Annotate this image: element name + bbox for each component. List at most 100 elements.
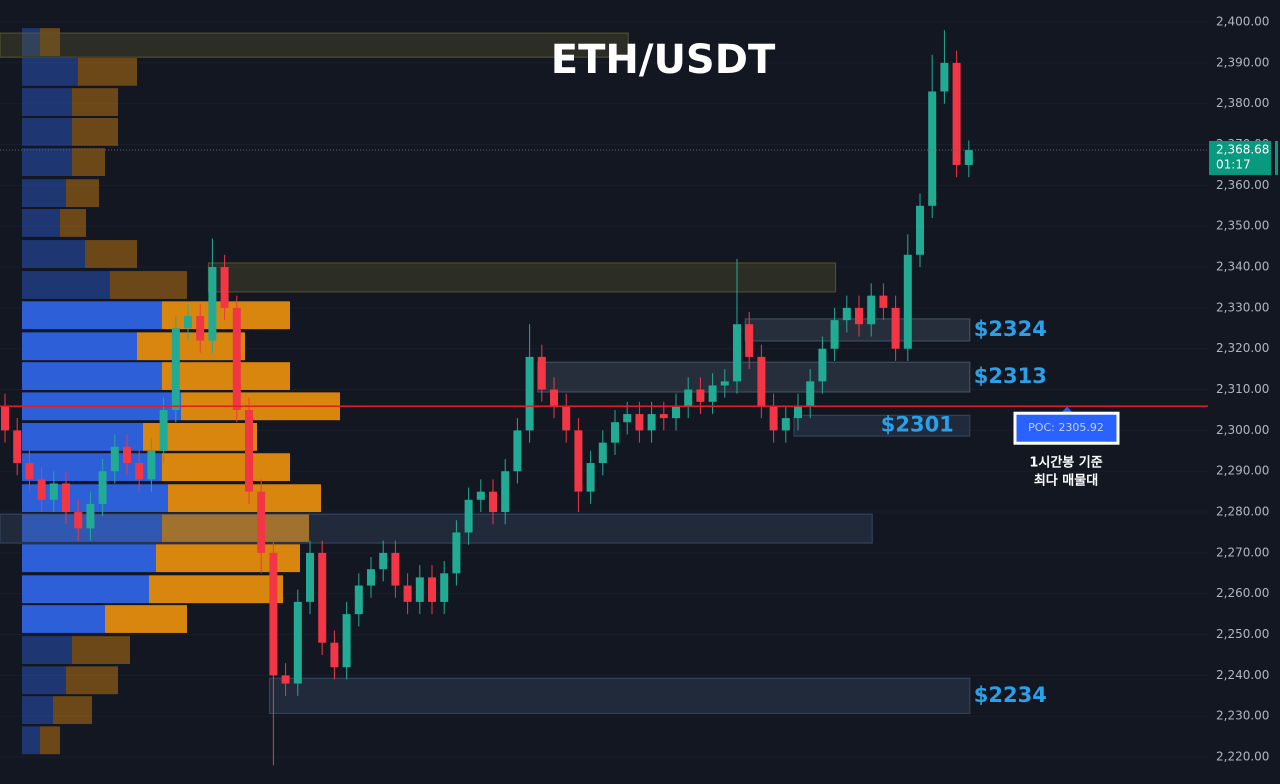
candle-body: [330, 642, 339, 668]
candle-body: [855, 307, 863, 325]
profile-buy-bar: [22, 544, 156, 573]
profile-sell-bar: [66, 179, 99, 208]
profile-sell-bar: [105, 605, 187, 633]
candle-body: [123, 446, 131, 464]
candle-body: [281, 675, 290, 684]
profile-sell-bar: [66, 666, 118, 695]
poc-note: 1시간봉 기준: [1029, 455, 1102, 471]
zone-label: $2324: [974, 317, 1047, 341]
candle-body: [306, 552, 314, 602]
y-tick-label: 2,260.00: [1216, 586, 1269, 600]
profile-sell-bar: [72, 117, 118, 146]
y-tick-label: 2,300.00: [1216, 423, 1269, 437]
candle-body: [842, 307, 851, 321]
poc-box: [1013, 411, 1120, 445]
candle-body: [318, 552, 327, 643]
candle-body: [696, 389, 705, 402]
profile-sell-bar: [156, 544, 300, 573]
candle-body: [781, 418, 790, 431]
candle-body: [537, 356, 546, 390]
poc-note: 최다 매물대: [1034, 473, 1098, 489]
candle-body: [391, 552, 400, 586]
y-tick-label: 2,390.00: [1216, 55, 1269, 69]
candle-body: [928, 91, 937, 206]
zone: [207, 262, 837, 293]
profile-buy-bar: [22, 362, 162, 390]
profile-sell-bar: [168, 484, 321, 513]
candle-body: [379, 552, 388, 570]
last-price-edge: [1275, 140, 1278, 175]
candle-body: [367, 569, 375, 586]
candle-body: [745, 324, 754, 357]
profile-buy-bar: [22, 88, 72, 116]
candle-body: [232, 307, 241, 410]
profile-sell-bar: [78, 57, 137, 86]
y-tick-label: 2,360.00: [1216, 178, 1269, 192]
candle-body: [562, 405, 571, 431]
candle-body: [818, 348, 827, 382]
last-price-tag: [1209, 140, 1271, 175]
y-tick-label: 2,310.00: [1216, 382, 1269, 396]
candle-body: [867, 295, 876, 325]
zone-label: $2301: [881, 413, 954, 437]
candle-body: [684, 389, 693, 406]
zone: [268, 677, 971, 714]
profile-sell-bar: [149, 575, 283, 604]
profile-buy-bar: [22, 696, 53, 724]
candle-body: [623, 414, 632, 423]
poc-pointer: [1061, 406, 1073, 414]
candle-body: [62, 483, 70, 513]
profile-sell-bar: [137, 332, 245, 361]
profile-sell-bar: [110, 271, 187, 299]
candle-body: [354, 585, 363, 615]
y-tick-label: 2,220.00: [1216, 750, 1269, 764]
overlay: $2324 $2313 $2301 $2234 POC: 2305.92 1시간봉 기준최…: [0, 149, 1208, 707]
candle-body: [428, 577, 436, 602]
profile-buy-bar: [22, 332, 137, 361]
profile-buy-bar: [22, 726, 40, 755]
profile-sell-bar: [72, 636, 130, 664]
candle-body: [964, 149, 973, 165]
price-axis: 2,220.00 2,230.00 2,240.00 2,250.00 2,260.00…: [1208, 0, 1280, 784]
candle-body: [342, 614, 351, 668]
candle-body: [37, 479, 46, 500]
zone: [0, 32, 629, 58]
candle-body: [464, 499, 473, 533]
candle-body: [574, 430, 583, 492]
profile-buy-bar: [22, 484, 168, 513]
profile-buy-bar: [22, 28, 40, 56]
candle-body: [86, 503, 95, 529]
profile-buy-bar: [22, 666, 66, 695]
countdown: 01:17: [1216, 157, 1251, 171]
y-tick-label: 2,350.00: [1216, 219, 1269, 233]
profile-buy-bar: [22, 423, 143, 451]
candle-body: [891, 307, 900, 349]
zones: [0, 32, 971, 714]
candle-body: [647, 414, 656, 431]
candle-body: [184, 316, 192, 329]
candle-body: [245, 409, 253, 492]
zone: [793, 414, 971, 437]
y-tick-label: 2,380.00: [1216, 96, 1269, 110]
candle-body: [49, 483, 58, 500]
candle-body: [13, 430, 22, 464]
candle-body: [672, 405, 680, 419]
profile-sell-bar: [40, 28, 60, 56]
poc-label: POC: 2305.92: [1028, 421, 1104, 434]
candle-body: [720, 381, 729, 386]
candle-body: [733, 324, 741, 382]
profile-buy-bar: [22, 240, 85, 268]
profile-sell-bar: [72, 88, 118, 116]
y-tick-label: 2,270.00: [1216, 545, 1269, 559]
chart-title: ETH/USDT: [551, 37, 776, 83]
candle-body: [269, 552, 278, 676]
candle-body: [501, 471, 510, 513]
candle-body: [440, 573, 449, 602]
candle-body: [293, 601, 302, 684]
y-tick-label: 2,340.00: [1216, 260, 1269, 274]
candle-body: [489, 491, 497, 513]
y-tick-label: 2,250.00: [1216, 627, 1269, 641]
profile-buy-bar: [22, 271, 110, 299]
zone-label: $2234: [974, 683, 1047, 707]
